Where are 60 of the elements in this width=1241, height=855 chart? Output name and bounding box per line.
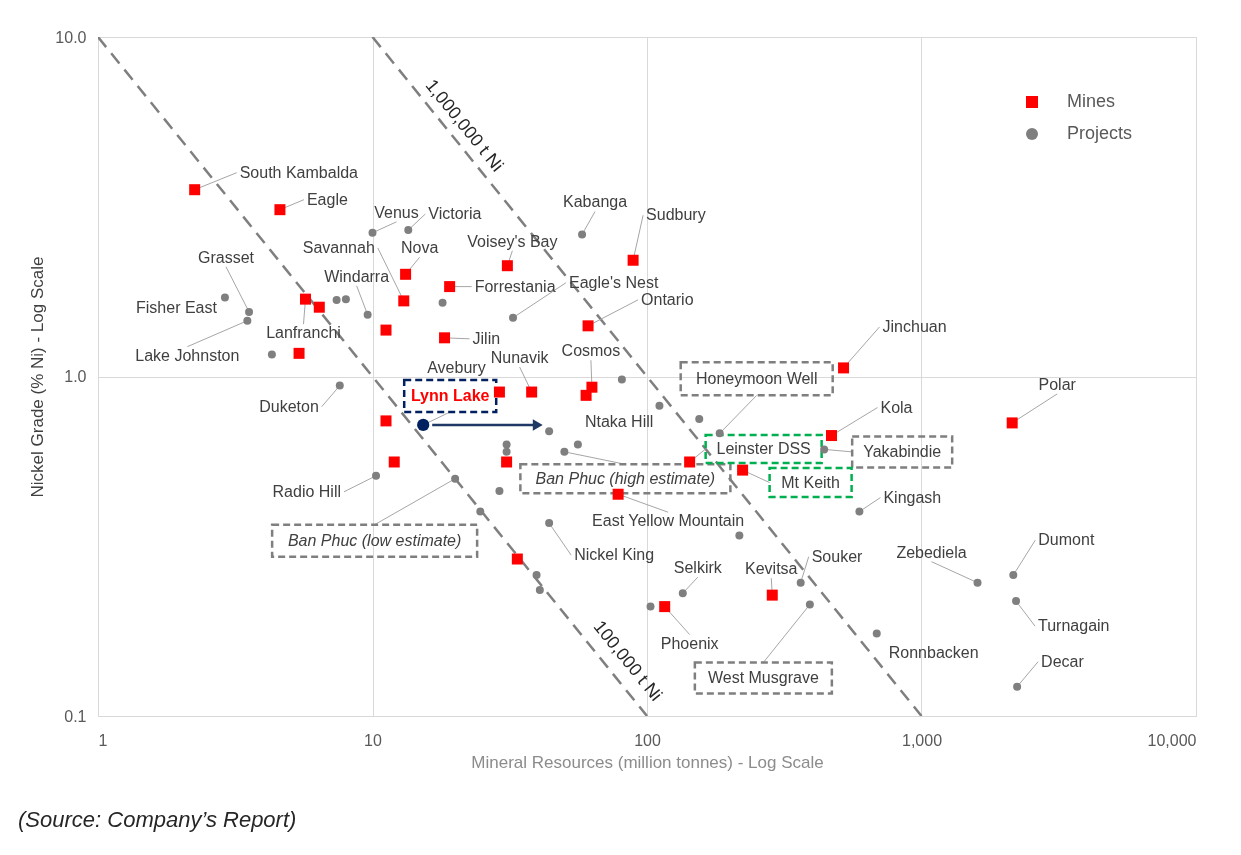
annotation: Kevitsa [745, 560, 798, 578]
annotation: Nickel King [574, 546, 655, 564]
annotation: Honeymoon Well [695, 369, 818, 387]
annotation: Ban Phuc (low estimate) [287, 531, 462, 549]
annotation: Duketon [259, 397, 319, 415]
annotation: Nova [400, 239, 439, 257]
annotation: Avebury [427, 359, 486, 377]
annotation: Selkirk [673, 559, 723, 577]
annotation: Radio Hill [272, 482, 342, 500]
y-tick-label: 0.1 [64, 707, 87, 725]
annotation: Zebediela [896, 543, 967, 561]
annotation: Lake Johnston [135, 346, 240, 364]
annotation: Ntaka Hill [584, 412, 654, 430]
annotation: Ban Phuc (high estimate) [535, 469, 716, 487]
annotation: Souker [811, 547, 864, 565]
annotation: Kola [880, 398, 913, 416]
annotation: East Yellow Mountain [592, 512, 745, 530]
annotation: Jilin [472, 329, 501, 347]
annotation: Grasset [198, 248, 255, 266]
annotation: Victoria [428, 205, 482, 223]
annotation: Leinster DSS [716, 439, 811, 457]
annotation: Fisher East [136, 299, 218, 317]
annotation: Windarra [324, 267, 390, 285]
legend-label: Projects [1067, 123, 1133, 143]
annotation: Jinchuan [882, 317, 947, 335]
annotation: Ontario [641, 290, 694, 308]
annotation: South Kambalda [239, 163, 359, 181]
annotation: Nunavik [490, 349, 550, 367]
y-tick-label: 1.0 [64, 368, 87, 385]
annotation: Decar [1041, 652, 1085, 670]
x-axis-title: Mineral Resources (million tonnes) - Log Scale [471, 752, 824, 772]
y-tick-label: 10.0 [55, 28, 87, 46]
y-axis-title: Nickel Grade (% Ni) - Log Scale [28, 256, 48, 498]
annotation: Venus [374, 203, 419, 221]
text: (Source: Company’s Report) [18, 807, 297, 832]
annotation: Sudbury [646, 206, 706, 224]
annotation: Yakabindie [863, 442, 942, 460]
annotation: Savannah [302, 238, 375, 256]
legend-label: Mines [1067, 91, 1116, 111]
annotation: Phoenix [660, 634, 719, 652]
annotation: Eagle [306, 190, 348, 208]
annotation: Eagle's Nest [569, 273, 659, 291]
x-tick-label: 1,000 [901, 731, 943, 749]
x-tick-label: 10,000 [1147, 731, 1197, 749]
annotation: Mt Keith [781, 473, 840, 491]
annotation: Kingash [883, 488, 942, 506]
annotation: Kabanga [563, 193, 628, 211]
annotation: Lynn Lake [410, 386, 490, 404]
annotation: Cosmos [561, 342, 621, 360]
annotation: Polar [1038, 375, 1077, 393]
annotation: West Musgrave [707, 669, 819, 687]
x-tick-label: 100 [634, 731, 661, 749]
x-tick-label: 10 [364, 731, 382, 749]
annotation: Turnagain [1038, 617, 1110, 635]
x-tick-label: 1 [98, 731, 108, 749]
annotation: Lanfranchi [266, 324, 341, 342]
annotation: Forrestania [474, 277, 556, 295]
annotation: Voisey's Bay [467, 232, 558, 250]
annotation: Ronnbacken [888, 644, 979, 662]
annotation: Dumont [1038, 531, 1095, 549]
